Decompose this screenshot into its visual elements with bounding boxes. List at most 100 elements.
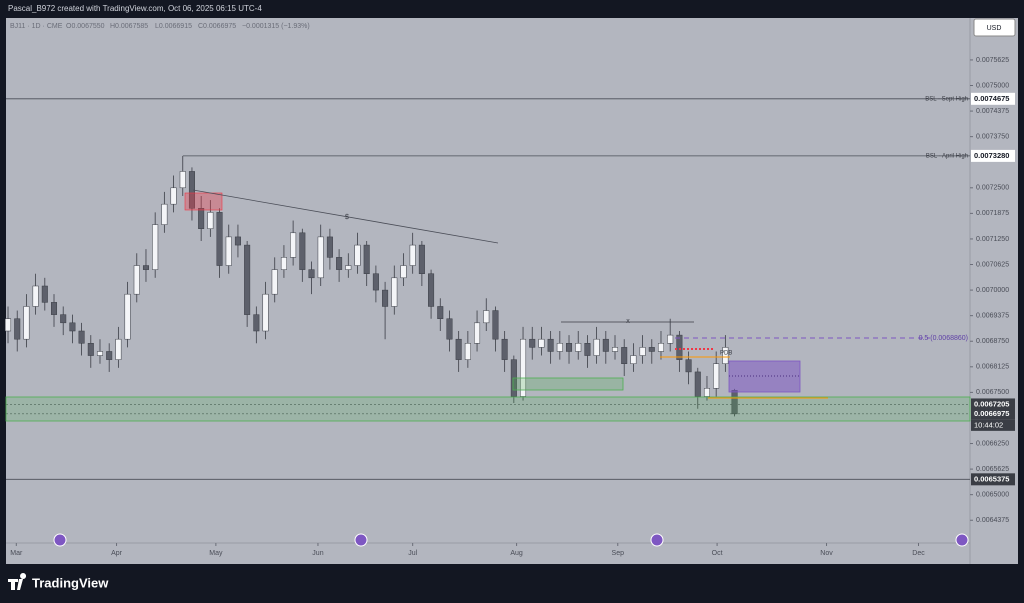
price-tag [971, 398, 1015, 411]
y-tick-label: 0.0065625 [976, 466, 1009, 473]
candle-body [23, 306, 30, 340]
candle-body [621, 347, 628, 364]
candle-body [363, 244, 370, 274]
range-label: x [626, 318, 630, 325]
x-tick-label: Mar [10, 550, 23, 557]
y-tick-label: 0.0066250 [976, 440, 1009, 447]
candle-body [446, 318, 453, 340]
plot-bg [6, 18, 1018, 564]
candle-body [14, 318, 21, 340]
candle-body [280, 257, 287, 270]
brand: TradingView [32, 575, 109, 590]
candle-body [188, 171, 195, 209]
header: Pascal_B972 created with TradingView.com… [8, 4, 262, 13]
candle-body [400, 265, 407, 279]
y-tick-label: 0.0064375 [976, 517, 1009, 524]
price-tag-label: 0.0074675 [974, 94, 1009, 103]
candle-body [290, 232, 297, 258]
x-tick-label: Nov [820, 550, 833, 557]
candle-body [611, 347, 619, 352]
y-tick-label: 0.0075625 [976, 57, 1009, 64]
candle-body [207, 212, 214, 229]
candle-body [262, 293, 269, 332]
candle-body [69, 322, 76, 332]
y-tick-label: 0.0075000 [976, 82, 1009, 89]
candle-body [60, 314, 67, 324]
demand-zone [5, 396, 971, 422]
y-tick-label: 0.0070625 [976, 261, 1009, 268]
candle-body [382, 289, 389, 307]
candle-body [124, 293, 131, 340]
candle-body [685, 359, 692, 373]
event-icon[interactable] [354, 533, 368, 547]
legend-low: L0.0066915 [155, 23, 192, 30]
price-tag [971, 149, 1015, 162]
candle-body [501, 338, 508, 360]
event-icon[interactable] [650, 533, 664, 547]
candle-body [142, 265, 149, 270]
x-tick-label: Oct [712, 550, 723, 557]
candle-body [326, 236, 333, 258]
candle-body [234, 236, 241, 246]
candle-body [179, 171, 186, 189]
countdown-tag [971, 419, 1015, 431]
candle-body [713, 363, 720, 389]
brand-logo [8, 573, 27, 590]
event-icons [53, 533, 969, 547]
level-name: BSL - April High [926, 153, 968, 159]
price-tag-label: 0.0066975 [974, 409, 1009, 418]
candle-body [474, 322, 481, 344]
level-name: BSL - Sept High [925, 96, 968, 102]
candle-body [520, 338, 527, 397]
candle-body [50, 302, 58, 315]
y-tick-label: 0.0072500 [976, 185, 1009, 192]
candle-body [593, 338, 600, 356]
candle-body [115, 338, 122, 360]
candle-body [244, 244, 251, 315]
y-tick-label: 0.0065000 [976, 492, 1009, 499]
price-tag-label: 0.0065375 [974, 474, 1009, 483]
price-tag-label: 0.0073280 [974, 151, 1009, 160]
candle-body [409, 244, 416, 266]
candle-body [464, 343, 471, 360]
price-tag-label: 0.0067205 [974, 399, 1009, 408]
legend-open: O0.0067550 [66, 23, 105, 30]
target-box [728, 360, 801, 393]
countdown: 10:44:02 [974, 420, 1003, 429]
candle-body [529, 338, 536, 348]
price-tag [971, 407, 1015, 420]
candle-body [41, 285, 48, 303]
candle-body [437, 306, 444, 319]
candle-body [694, 371, 701, 397]
candle-body [602, 338, 609, 352]
trendline [192, 189, 499, 244]
candle-body [308, 269, 315, 279]
candle-body [492, 310, 499, 340]
candle-body [133, 265, 140, 295]
y-tick-label: 0.0069375 [976, 313, 1009, 320]
mark-label: PDB [720, 351, 732, 357]
legend-change: −0.0001315 (−1.93%) [242, 23, 310, 30]
candle-body [87, 343, 94, 356]
legend: BJ11 · 1D · CME O0.0067550 H0.0067585 L0… [10, 23, 310, 30]
candle-body [483, 310, 490, 324]
event-icon[interactable] [53, 533, 67, 547]
candle-body [253, 314, 260, 332]
candle-body [639, 347, 646, 356]
currency-button[interactable] [973, 18, 1016, 37]
candle-body [428, 273, 435, 307]
candle-body [575, 343, 582, 352]
candle-body [703, 388, 710, 397]
trend-label: $ [345, 214, 349, 221]
fib-label: 0.5 (0.0068860) [919, 335, 968, 342]
candle-body [676, 334, 683, 360]
y-tick-label: 0.0071875 [976, 210, 1009, 217]
x-tick-label: May [209, 550, 223, 557]
candle-body [418, 244, 425, 274]
event-icon[interactable] [955, 533, 969, 547]
candle-body [161, 203, 168, 225]
candle-body [584, 343, 591, 356]
candle-body [354, 244, 361, 266]
